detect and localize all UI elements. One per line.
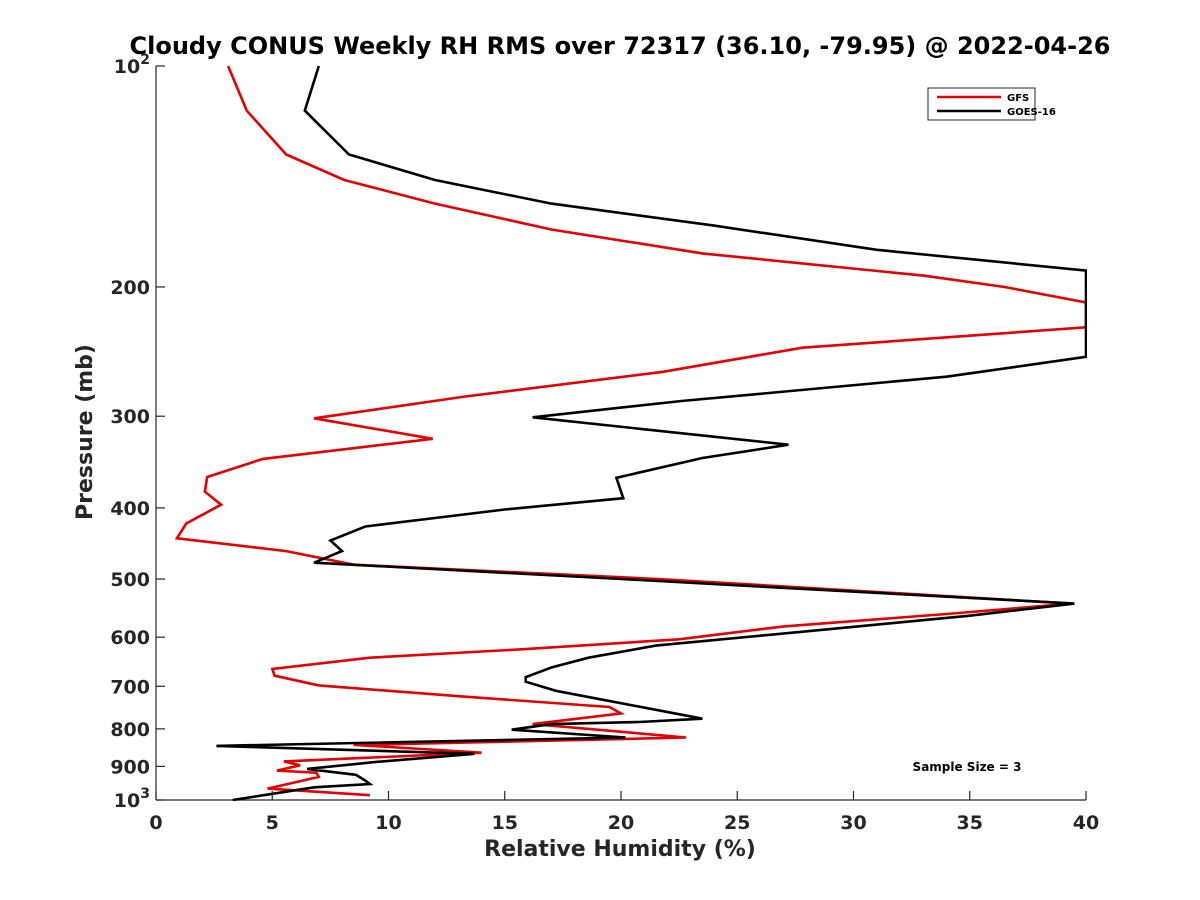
y-tick-label: 102	[114, 52, 150, 78]
x-tick-label: 40	[1073, 812, 1099, 834]
y-tick-label: 900	[110, 756, 150, 778]
y-tick-label: 400	[110, 498, 150, 520]
legend-label: GFS	[1007, 93, 1029, 104]
y-tick-label: 200	[110, 277, 150, 299]
legend: GFS GOES-16	[927, 87, 1056, 121]
x-tick-label: 35	[957, 812, 983, 834]
y-tick-label: 300	[110, 406, 150, 428]
x-axis: 0 5 10 15 20 25 30 35 40	[149, 791, 1099, 834]
y-tick-label: 500	[110, 569, 150, 591]
series-line-gfs	[174, 65, 1087, 797]
sample-size-annotation: Sample Size = 3	[913, 760, 1022, 774]
x-tick-label: 0	[149, 812, 162, 834]
x-tick-label: 20	[608, 812, 634, 834]
x-tick-label: 25	[724, 812, 750, 834]
y-tick-label: 103	[114, 786, 150, 812]
x-tick-label: 15	[492, 812, 518, 834]
x-tick-label: 5	[266, 812, 279, 834]
y-tick-label: 600	[110, 627, 150, 649]
legend-box	[927, 87, 1036, 121]
x-axis-label: Relative Humidity (%)	[484, 837, 756, 862]
x-tick-label: 30	[840, 812, 866, 834]
x-tick-label: 10	[375, 812, 401, 834]
chart-title: Cloudy CONUS Weekly RH RMS over 72317 (3…	[130, 32, 1111, 60]
y-axis-label: Pressure (mb)	[73, 344, 98, 520]
plot-area	[155, 66, 1086, 801]
series-layer	[174, 65, 1087, 801]
y-axis: 102 200 300 400 500 600 700 800 900 103	[110, 52, 165, 812]
y-tick-label: 800	[110, 719, 150, 741]
series-line-goes-16	[216, 65, 1087, 801]
y-tick-label: 700	[110, 676, 150, 698]
legend-label: GOES-16	[1007, 107, 1056, 118]
